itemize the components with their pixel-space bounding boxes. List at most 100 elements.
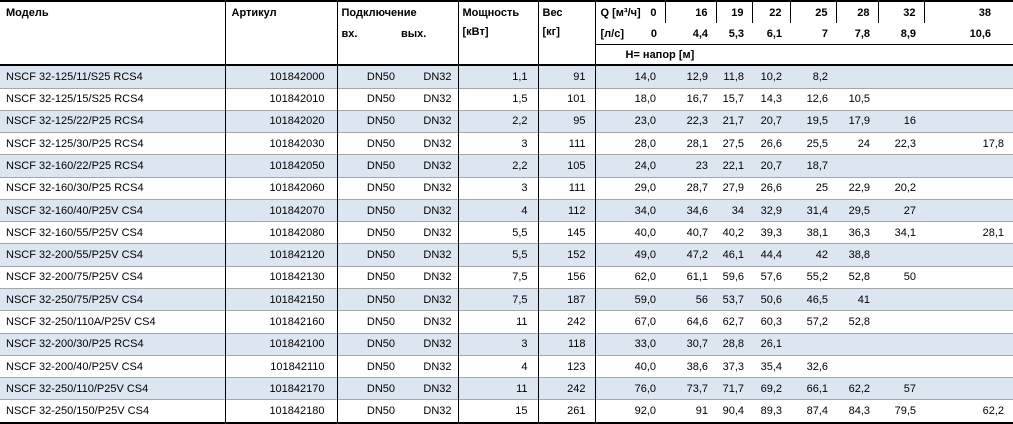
header-q-28: 28 (835, 1, 878, 23)
model-cell: NSCF 32-250/150/P25V CS4 (0, 399, 225, 423)
article-cell: 101842070 (224, 198, 337, 222)
head-value-cell-q3: 35,4 (752, 354, 790, 378)
header-q-16: 16 (664, 1, 716, 23)
power-cell: 11 (457, 377, 538, 400)
header-q-flow: Q [м³/ч] 0 (594, 1, 665, 23)
power-cell: 7,5 (457, 288, 538, 311)
head-value-cell-q4 (790, 332, 836, 356)
head-value-cell-q2: 46,1 (716, 243, 752, 267)
model-cell: NSCF 32-250/110A/P25V CS4 (0, 310, 225, 334)
head-value-cell-q3: 57,6 (752, 265, 790, 289)
head-value-cell-q3: 39,3 (752, 221, 790, 244)
inlet-cell: DN50 (336, 176, 399, 200)
header-q-19: 19 (715, 1, 752, 23)
table-row: NSCF 32-125/30/P25 RCS4 101842030 DN50 DN32… (0, 132, 1013, 155)
outlet-cell: DN32 (399, 332, 458, 356)
head-value-cell-q5 (836, 154, 878, 178)
head-value-cell-q1: 28,7 (665, 176, 716, 200)
head-value-cell-q3: 69,2 (752, 377, 790, 400)
head-value-cell-q6: 22,3 (878, 132, 924, 155)
weight-cell: 91 (537, 63, 595, 89)
head-value-cell-q2: 34 (716, 198, 752, 222)
head-value-cell-q4: 42 (790, 243, 836, 267)
header-row-2: вх. вых. [л/с] 0 4,4 5,3 6,1 7 7,8 8,9 1… (0, 23, 1013, 65)
outlet-cell: DN32 (399, 154, 458, 178)
head-value-cell-q7: 17,8 (924, 132, 1013, 155)
outlet-cell: DN32 (399, 221, 458, 244)
outlet-cell: DN32 (399, 377, 458, 400)
head-value-cell-q3: 20,7 (752, 109, 790, 133)
head-value-cell-q7 (924, 63, 1013, 89)
outlet-cell: DN32 (399, 288, 458, 311)
weight-cell: 123 (537, 354, 595, 378)
head-value-cell-q1: 40,7 (665, 221, 716, 244)
model-cell: NSCF 32-200/55/P25V CS4 (0, 243, 225, 267)
header-weight-unit: [кг] (542, 26, 560, 38)
model-cell: NSCF 32-200/30/P25 RCS4 (0, 332, 225, 356)
inlet-cell: DN50 (336, 243, 399, 267)
power-cell: 4 (457, 354, 538, 378)
weight-cell: 156 (537, 265, 595, 289)
ls-unit-label: [л/с] (600, 28, 625, 40)
table-header: Модель Артикул Подключение Мощность [кВт… (0, 1, 1013, 65)
head-value-cell-q4: 66,1 (790, 377, 836, 400)
head-value-cell-q2: 40,2 (716, 221, 752, 244)
model-cell: NSCF 32-125/22/P25 RCS4 (0, 109, 225, 133)
article-cell: 101842110 (224, 354, 337, 378)
header-ls-28: 7,8 (854, 28, 870, 40)
header-model: Модель (6, 7, 49, 19)
head-value-cell-q4: 46,5 (790, 288, 836, 311)
head-value-cell-q5: 17,9 (836, 109, 878, 133)
head-value-cell-q7 (924, 377, 1013, 400)
head-value-cell-q2: 90,4 (716, 399, 752, 423)
table-row: NSCF 32-125/11/S25 RCS4 101842000 DN50 DN32… (0, 63, 1013, 89)
article-cell: 101842120 (224, 243, 337, 267)
inlet-cell: DN50 (336, 399, 399, 423)
head-value-cell-q1: 23 (665, 154, 716, 178)
head-value-cell-q2: 53,7 (716, 288, 752, 311)
outlet-cell: DN32 (399, 132, 458, 155)
weight-cell: 105 (537, 154, 595, 178)
head-value-cell-q6 (878, 243, 924, 267)
head-value-cell-q4: 8,2 (790, 63, 836, 89)
header-head-label: Н= напор [м] (594, 44, 1013, 65)
model-cell: NSCF 32-200/75/P25V CS4 (0, 265, 225, 289)
header-inlet: вх. (336, 23, 399, 65)
head-value-cell-q0: 40,0 (594, 221, 665, 244)
table-row: NSCF 32-200/40/P25V CS4 101842110 DN50 DN32… (0, 354, 1013, 378)
power-cell: 11 (457, 310, 538, 334)
head-value-cell-q3: 20,7 (752, 154, 790, 178)
head-value-cell-q6 (878, 154, 924, 178)
article-cell: 101842180 (224, 399, 337, 423)
head-value-cell-q1: 64,6 (665, 310, 716, 334)
head-value-cell-q6: 50 (878, 265, 924, 289)
inlet-cell: DN50 (336, 377, 399, 400)
inlet-cell: DN50 (336, 132, 399, 155)
head-value-cell-q5 (836, 332, 878, 356)
head-value-cell-q5: 84,3 (836, 399, 878, 423)
outlet-cell: DN32 (399, 109, 458, 133)
head-value-cell-q6: 34,1 (878, 221, 924, 244)
head-value-cell-q6 (878, 332, 924, 356)
weight-cell: 187 (537, 288, 595, 311)
head-value-cell-q1: 34,6 (665, 198, 716, 222)
head-value-cell-q1: 30,7 (665, 332, 716, 356)
head-value-cell-q0: 33,0 (594, 332, 665, 356)
head-value-cell-q7 (924, 310, 1013, 334)
head-value-cell-q7 (924, 176, 1013, 200)
model-cell: NSCF 32-160/22/P25 RCS4 (0, 154, 225, 178)
head-value-cell-q2: 21,7 (716, 109, 752, 133)
head-value-cell-q6 (878, 63, 924, 89)
table-row: NSCF 32-160/22/P25 RCS4 101842050 DN50 DN32… (0, 154, 1013, 178)
table-row: NSCF 32-200/55/P25V CS4 101842120 DN50 DN32… (0, 243, 1013, 267)
inlet-cell: DN50 (336, 288, 399, 311)
header-ls-19: 5,3 (728, 28, 744, 40)
head-value-cell-q1: 12,9 (665, 63, 716, 89)
head-value-cell-q1: 16,7 (665, 87, 716, 111)
outlet-cell: DN32 (399, 399, 458, 423)
head-value-cell-q7 (924, 243, 1013, 267)
head-value-cell-q6: 79,5 (878, 399, 924, 423)
weight-cell: 95 (537, 109, 595, 133)
head-value-cell-q5: 22,9 (836, 176, 878, 200)
head-value-cell-q4: 87,4 (790, 399, 836, 423)
